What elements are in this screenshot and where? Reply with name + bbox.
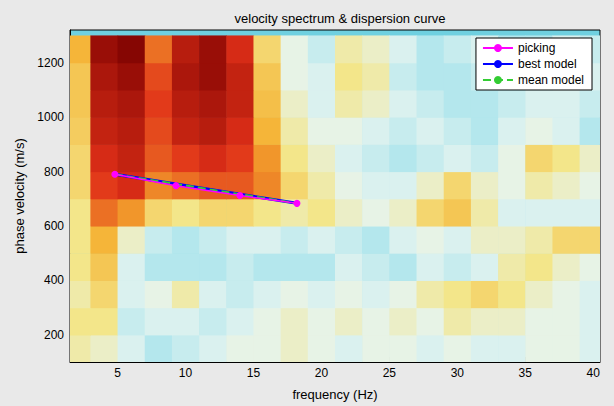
svg-text:35: 35 <box>519 366 533 380</box>
svg-text:frequency (Hz): frequency (Hz) <box>292 387 377 402</box>
svg-text:phase velocity (m/s): phase velocity (m/s) <box>12 138 27 254</box>
svg-text:15: 15 <box>247 366 261 380</box>
svg-text:20: 20 <box>315 366 329 380</box>
svg-text:40: 40 <box>587 366 601 380</box>
svg-text:velocity spectrum & dispersion: velocity spectrum & dispersion curve <box>235 11 446 26</box>
svg-text:picking: picking <box>518 41 555 55</box>
svg-text:200: 200 <box>44 328 64 342</box>
svg-text:25: 25 <box>383 366 397 380</box>
svg-text:1000: 1000 <box>37 110 64 124</box>
svg-text:1200: 1200 <box>37 56 64 70</box>
svg-text:600: 600 <box>44 219 64 233</box>
svg-text:30: 30 <box>451 366 465 380</box>
svg-text:10: 10 <box>179 366 193 380</box>
svg-text:400: 400 <box>44 273 64 287</box>
svg-text:5: 5 <box>114 366 121 380</box>
svg-text:800: 800 <box>44 165 64 179</box>
svg-text:mean model: mean model <box>518 73 584 87</box>
svg-text:best model: best model <box>518 57 577 71</box>
